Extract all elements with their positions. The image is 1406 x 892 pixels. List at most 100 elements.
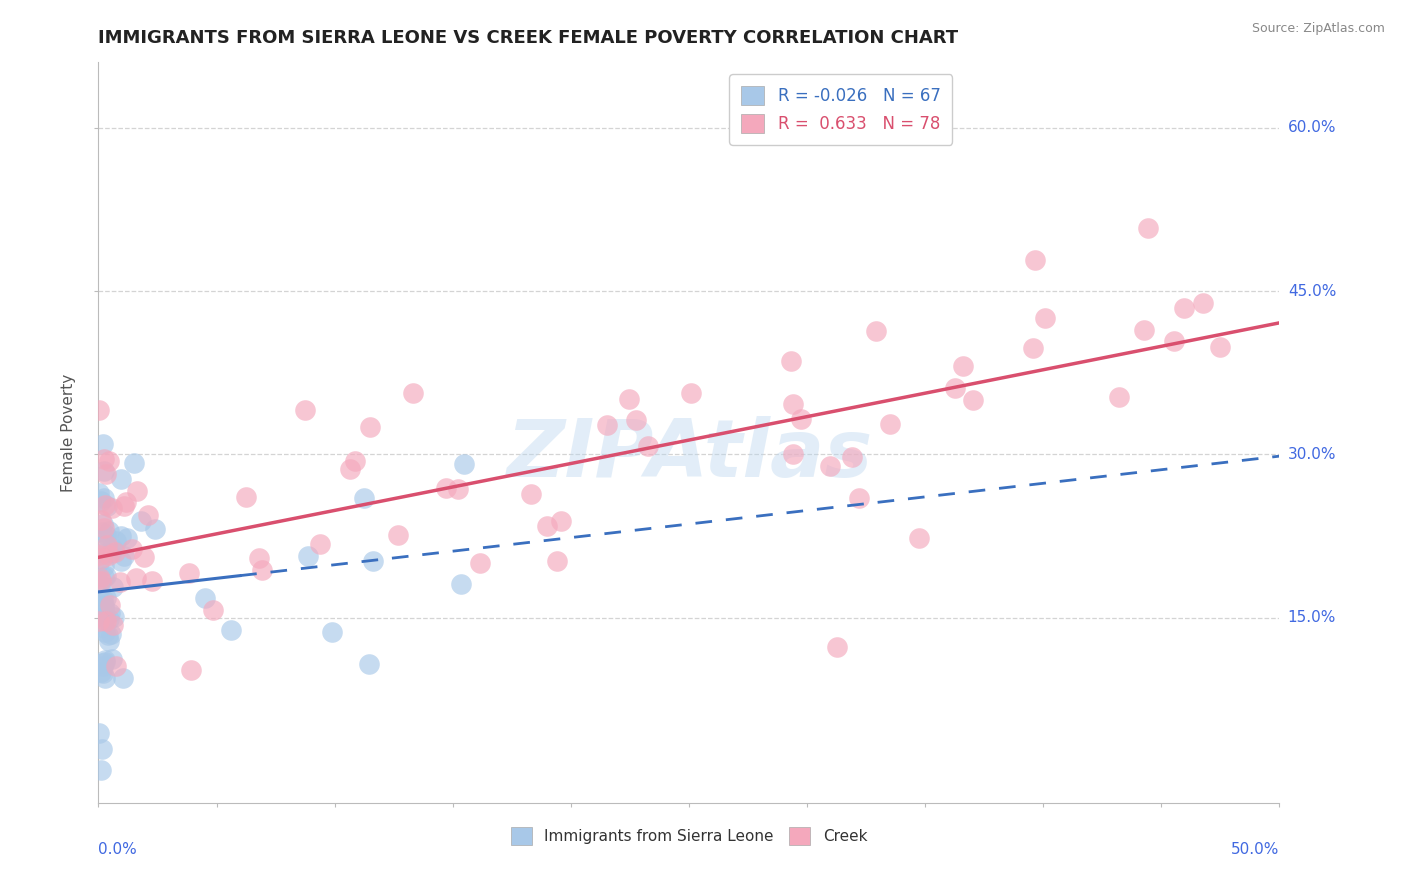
Point (93, 671, 115, 685)
Point (546, 554, 568, 568)
Text: 0.0%: 0.0% (98, 842, 138, 856)
Point (108, 574, 131, 589)
Point (104, 545, 127, 559)
Point (94, 591, 117, 606)
Text: IMMIGRANTS FROM SIERRA LEONE VS CREEK FEMALE POVERTY CORRELATION CHART: IMMIGRANTS FROM SIERRA LEONE VS CREEK FE… (98, 29, 959, 47)
Point (100, 627, 122, 641)
Point (294, 403, 316, 417)
Point (339, 461, 361, 475)
Point (105, 659, 128, 673)
Point (100, 546, 122, 560)
Point (90, 599, 112, 614)
Point (402, 386, 425, 401)
Text: 15.0%: 15.0% (1288, 610, 1336, 625)
Point (98, 634, 121, 648)
Text: ZIPAtlas: ZIPAtlas (506, 416, 872, 494)
Point (194, 591, 217, 606)
Point (97, 524, 120, 538)
Point (952, 359, 974, 373)
Point (93, 591, 115, 606)
Point (87, 403, 110, 417)
Point (94, 610, 117, 624)
Point (96, 538, 118, 552)
Point (132, 550, 155, 565)
Point (617, 392, 640, 406)
Point (94, 609, 117, 624)
Point (359, 420, 381, 434)
Point (89, 486, 111, 500)
Point (624, 413, 647, 427)
Point (91, 546, 114, 560)
Point (136, 508, 159, 522)
Point (87, 548, 110, 562)
Point (596, 417, 619, 432)
Point (177, 566, 200, 581)
Point (111, 671, 134, 685)
Point (93, 601, 115, 615)
Point (90, 494, 112, 508)
Point (89, 575, 111, 590)
Point (637, 439, 659, 453)
Point (679, 385, 702, 400)
Point (104, 533, 127, 548)
Point (110, 529, 132, 543)
Point (308, 537, 330, 551)
Point (353, 491, 375, 505)
Point (1022, 341, 1045, 355)
Point (89, 572, 111, 586)
Point (536, 518, 558, 533)
Point (93, 659, 115, 673)
Point (1035, 310, 1057, 325)
Point (127, 483, 149, 498)
Point (129, 514, 152, 528)
Point (87, 726, 110, 740)
Point (96, 500, 118, 514)
Point (879, 417, 901, 432)
Point (90, 665, 112, 679)
Point (1137, 221, 1160, 235)
Point (93, 491, 115, 506)
Point (97, 454, 120, 468)
Point (94, 528, 117, 542)
Point (115, 495, 138, 509)
Point (93, 452, 115, 467)
Text: 30.0%: 30.0% (1288, 447, 1336, 462)
Point (93, 521, 115, 535)
Point (103, 609, 125, 624)
Point (91, 742, 114, 756)
Point (180, 663, 202, 677)
Point (94, 655, 117, 669)
Point (94, 467, 117, 482)
Point (121, 542, 143, 557)
Point (90, 620, 112, 634)
Point (93, 499, 115, 513)
Point (125, 571, 148, 585)
Point (343, 454, 366, 468)
Point (818, 458, 841, 473)
Point (321, 625, 343, 640)
Point (101, 651, 124, 665)
Point (110, 472, 132, 486)
Point (112, 499, 135, 513)
Point (1108, 391, 1130, 405)
Point (1209, 339, 1232, 353)
Point (93, 598, 115, 612)
Point (124, 456, 146, 470)
Point (143, 522, 166, 536)
Point (235, 490, 257, 504)
Point (97, 628, 120, 642)
Legend: Immigrants from Sierra Leone, Creek: Immigrants from Sierra Leone, Creek (505, 821, 873, 851)
Text: 45.0%: 45.0% (1288, 284, 1336, 299)
Point (782, 397, 804, 411)
Point (94, 614, 117, 628)
Point (779, 354, 801, 368)
Point (453, 458, 475, 472)
Point (89, 539, 111, 553)
Point (94, 653, 117, 667)
Point (221, 624, 243, 638)
Point (201, 603, 224, 617)
Y-axis label: Female Poverty: Female Poverty (60, 374, 76, 491)
Point (1133, 322, 1156, 336)
Point (90, 574, 112, 588)
Point (363, 553, 385, 567)
